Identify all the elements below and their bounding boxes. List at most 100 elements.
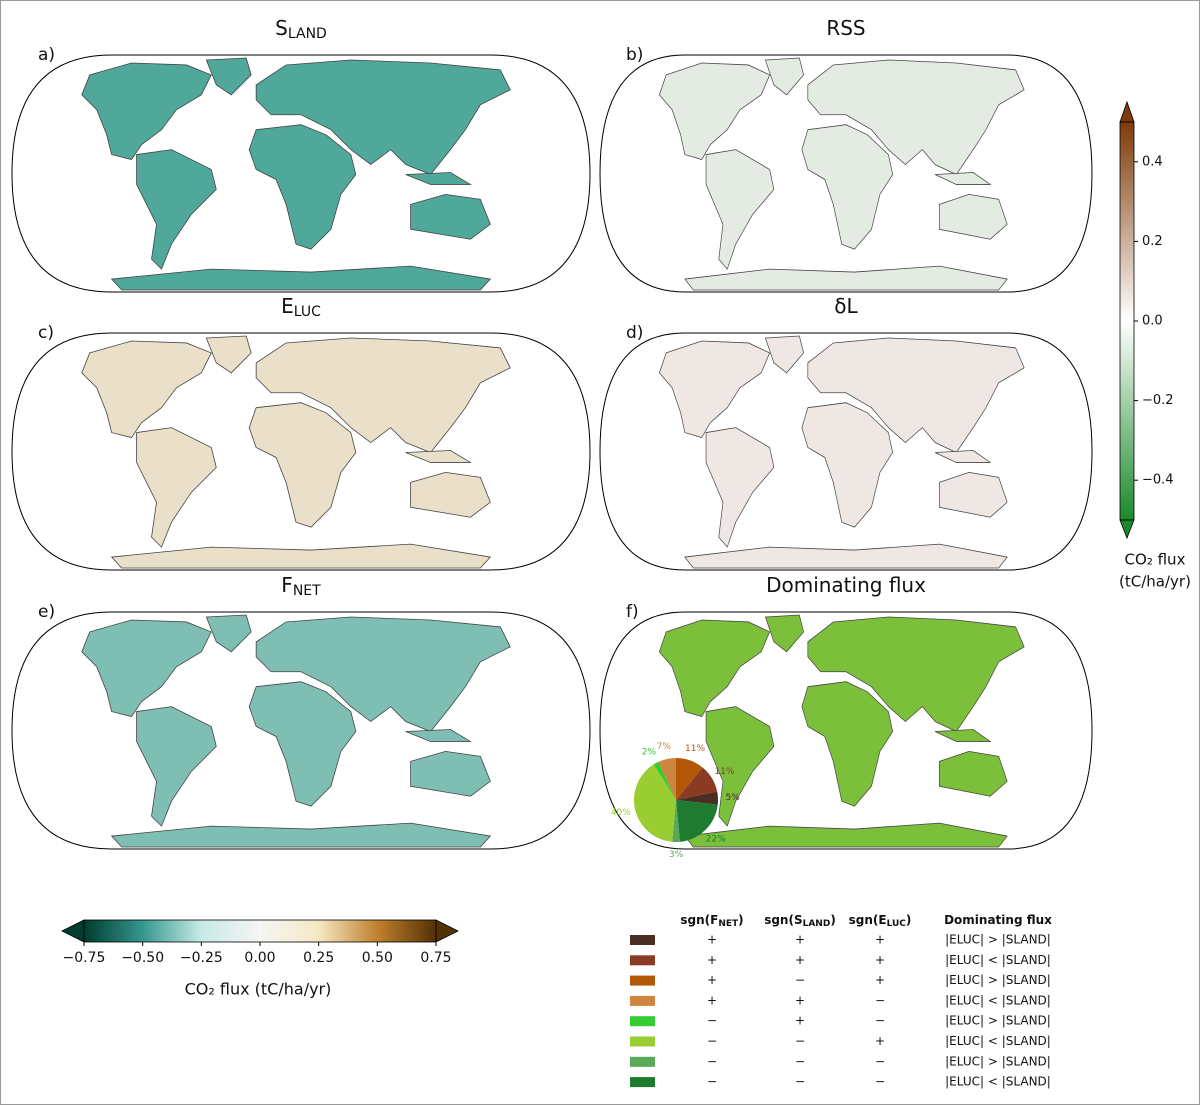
table-cell: |ELUC| < |SLAND| bbox=[945, 953, 1051, 967]
table-cell: − bbox=[795, 1075, 805, 1089]
pie-slice bbox=[672, 800, 680, 842]
x-tick-label: −0.75 bbox=[63, 950, 106, 966]
table-cell: + bbox=[795, 1014, 805, 1028]
pie-slice bbox=[634, 764, 676, 842]
table-cell: − bbox=[795, 973, 805, 987]
legend-swatch bbox=[630, 955, 655, 966]
pie-label: 5% bbox=[725, 793, 740, 803]
pie-label: 22% bbox=[706, 834, 726, 844]
header-end: ) bbox=[830, 913, 835, 927]
table-cell: |ELUC| > |SLAND| bbox=[945, 933, 1051, 947]
table-cell: |ELUC| < |SLAND| bbox=[945, 993, 1051, 1007]
table-cell: − bbox=[875, 1075, 885, 1089]
x-tick-label: 0.25 bbox=[303, 950, 334, 966]
table-cell: − bbox=[795, 1034, 805, 1048]
table-header: Dominating flux bbox=[944, 913, 1052, 927]
legend-swatch bbox=[630, 975, 655, 986]
y-tick-label: 0.0 bbox=[1142, 314, 1163, 329]
table-cell: + bbox=[707, 973, 717, 987]
table-cell: + bbox=[795, 993, 805, 1007]
table-cell: + bbox=[875, 973, 885, 987]
table-cell: − bbox=[707, 1034, 717, 1048]
colorbar-label: CO₂ flux (tC/ha/yr) bbox=[185, 980, 332, 999]
table-cell: − bbox=[875, 1054, 885, 1068]
legend-swatch bbox=[630, 1056, 655, 1067]
table-cell: − bbox=[795, 1054, 805, 1068]
title-sub: LUC bbox=[294, 304, 321, 320]
header-text: sgn(F bbox=[680, 913, 718, 927]
panel-title: SLAND bbox=[275, 16, 327, 43]
legend-swatch bbox=[630, 995, 655, 1006]
title-sub: NET bbox=[293, 583, 321, 599]
pie-slice bbox=[676, 767, 718, 800]
pie-label: 11% bbox=[685, 744, 705, 754]
pie-label: 11% bbox=[714, 767, 734, 777]
pie-slice bbox=[658, 758, 676, 800]
y-tick-label: 0.2 bbox=[1142, 234, 1163, 249]
table-cell: − bbox=[707, 1075, 717, 1089]
title-main: F bbox=[281, 573, 293, 597]
panel-title: FNET bbox=[281, 573, 321, 600]
table-cell: + bbox=[875, 953, 885, 967]
table-header: sgn(FNET) bbox=[680, 913, 743, 929]
pie-slice bbox=[676, 791, 718, 805]
table-cell: + bbox=[707, 953, 717, 967]
colorbar-label: (tC/ha/yr) bbox=[1119, 573, 1191, 591]
map-panel: d) δL bbox=[599, 294, 1093, 571]
pie-label: 3% bbox=[669, 850, 684, 860]
panel-label: d) bbox=[626, 323, 643, 343]
table-header: sgn(ELUC) bbox=[849, 913, 912, 929]
map-panel: a) SLAND bbox=[11, 16, 591, 293]
pie-slice bbox=[676, 758, 703, 800]
panel-label: c) bbox=[38, 323, 54, 343]
colorbar bbox=[84, 920, 436, 942]
y-tick-label: 0.4 bbox=[1142, 154, 1163, 169]
table-cell: |ELUC| > |SLAND| bbox=[945, 973, 1051, 987]
header-sub: LAND bbox=[803, 919, 831, 929]
legend-swatch bbox=[630, 1036, 655, 1047]
panel-label: f) bbox=[626, 602, 639, 622]
x-tick-label: 0.00 bbox=[244, 950, 275, 966]
legend-swatch bbox=[630, 1016, 655, 1027]
header-text: Dominating flux bbox=[944, 913, 1052, 927]
map-panel: c) ELUC bbox=[11, 294, 591, 571]
table-cell: + bbox=[707, 993, 717, 1007]
title-main: S bbox=[275, 16, 288, 40]
table-cell: + bbox=[875, 1034, 885, 1048]
pie-label: 2% bbox=[642, 748, 657, 758]
panel-title: ELUC bbox=[281, 294, 321, 321]
table-cell: − bbox=[707, 1014, 717, 1028]
legend-swatch bbox=[630, 935, 655, 945]
table-cell: − bbox=[707, 1054, 717, 1068]
panel-label: e) bbox=[38, 602, 55, 622]
panel-title: δL bbox=[834, 294, 858, 318]
pie-slice bbox=[676, 800, 718, 842]
colorbar-label: CO₂ flux bbox=[1125, 551, 1186, 569]
table-cell: + bbox=[795, 953, 805, 967]
header-text: sgn(S bbox=[764, 913, 802, 927]
pie-label: 40% bbox=[611, 808, 631, 818]
table-cell: |ELUC| > |SLAND| bbox=[945, 1054, 1051, 1068]
table-cell: + bbox=[707, 933, 717, 947]
title-main: Dominating flux bbox=[766, 573, 926, 597]
x-tick-label: −0.50 bbox=[121, 950, 164, 966]
table-header: sgn(SLAND) bbox=[764, 913, 836, 929]
map-panel: f) Dominating flux bbox=[599, 573, 1093, 850]
panel-label: b) bbox=[626, 45, 643, 65]
table-cell: + bbox=[795, 933, 805, 947]
pie-slice bbox=[653, 761, 676, 800]
table-cell: − bbox=[875, 993, 885, 1007]
x-tick-label: 0.75 bbox=[420, 950, 451, 966]
panel-title: RSS bbox=[826, 16, 865, 40]
table-cell: − bbox=[875, 1014, 885, 1028]
header-sub: NET bbox=[718, 919, 739, 929]
panel-title: Dominating flux bbox=[766, 573, 926, 597]
title-sub: LAND bbox=[288, 26, 327, 42]
y-tick-label: −0.4 bbox=[1142, 473, 1174, 488]
panel-label: a) bbox=[38, 45, 55, 65]
legend-swatch bbox=[630, 1077, 655, 1088]
colorbar bbox=[1120, 122, 1134, 520]
header-text: sgn(E bbox=[849, 913, 887, 927]
